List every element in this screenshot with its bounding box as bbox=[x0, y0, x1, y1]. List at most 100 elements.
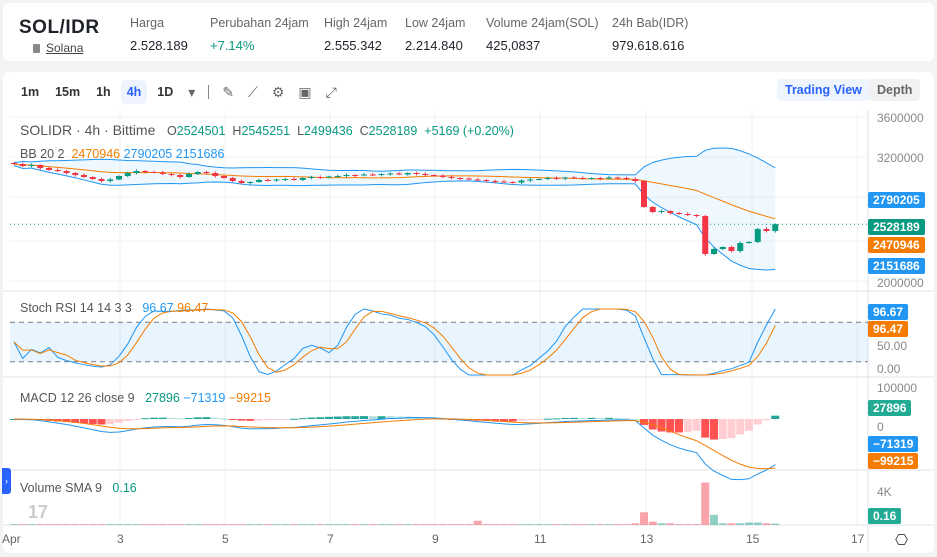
macd-histogram-bar bbox=[88, 419, 97, 424]
volume-bar bbox=[106, 524, 115, 525]
volume-bar bbox=[228, 524, 237, 525]
stoch-d-line bbox=[13, 308, 776, 376]
trading-view-button[interactable]: Trading View bbox=[777, 79, 870, 101]
macd-signal-tag: −99215 bbox=[868, 453, 919, 469]
macd-histogram-bar bbox=[255, 419, 263, 421]
volume-bar bbox=[237, 524, 246, 525]
price-tick: 3600000 bbox=[877, 111, 924, 125]
macd-histogram-bar bbox=[701, 419, 710, 438]
volume-bar bbox=[430, 524, 438, 525]
macd-histogram-bar bbox=[491, 419, 500, 422]
volume-bar bbox=[150, 524, 158, 525]
stat-label: Low 24jam bbox=[405, 16, 466, 30]
macd-histogram-bar bbox=[123, 419, 132, 421]
candle bbox=[282, 179, 289, 180]
volume-bar bbox=[27, 524, 36, 525]
indicators-icon[interactable]: ⟋ bbox=[248, 83, 258, 100]
candle bbox=[711, 249, 717, 254]
candle bbox=[212, 173, 219, 176]
macd-histogram-bar bbox=[517, 419, 526, 421]
candle bbox=[186, 174, 192, 177]
stat-price: Harga 2.528.189 bbox=[130, 16, 188, 53]
bb-upper-tag: 2790205 bbox=[868, 192, 925, 208]
interval-4h[interactable]: 4h bbox=[120, 80, 148, 104]
stoch-tick: 50.00 bbox=[877, 339, 908, 353]
candle bbox=[466, 178, 472, 180]
expand-sidebar-handle[interactable]: › bbox=[2, 468, 11, 494]
stoch-d: 96.47 bbox=[177, 301, 209, 315]
stoch-k-tag: 96.67 bbox=[868, 304, 909, 320]
bb-lower: 2151686 bbox=[175, 147, 225, 161]
candle bbox=[54, 170, 61, 171]
volume-bar bbox=[640, 512, 648, 525]
interval-1d[interactable]: 1D bbox=[157, 85, 174, 99]
macd-histogram-bar bbox=[115, 419, 123, 423]
stat-label: High 24jam bbox=[324, 16, 388, 30]
fullscreen-icon[interactable]: ⤢ bbox=[325, 83, 337, 100]
macd-histogram-bar bbox=[570, 417, 578, 419]
chart-settings-icon[interactable]: ⎔ bbox=[895, 532, 909, 549]
macd-histogram-bar bbox=[307, 417, 316, 419]
volume-bar bbox=[360, 524, 368, 525]
candle bbox=[614, 177, 621, 179]
candle bbox=[299, 178, 306, 180]
volume-bar bbox=[53, 524, 62, 525]
candle bbox=[553, 178, 560, 179]
candle bbox=[448, 177, 455, 178]
macd-histogram-bar bbox=[193, 417, 202, 419]
interval-15m[interactable]: 15m bbox=[55, 85, 81, 99]
macd-histogram-bar bbox=[106, 419, 115, 425]
interval-1h[interactable]: 1h bbox=[96, 85, 111, 99]
candle bbox=[28, 165, 35, 166]
candle bbox=[597, 178, 604, 179]
candle bbox=[291, 179, 297, 180]
macd-histogram-bar bbox=[220, 418, 228, 420]
candle bbox=[676, 213, 682, 214]
macd-histogram-bar bbox=[578, 417, 587, 419]
candle bbox=[11, 163, 17, 164]
volume-bar bbox=[675, 524, 683, 525]
volume-bar bbox=[613, 524, 622, 525]
candle bbox=[352, 175, 359, 176]
interval-1m[interactable]: 1m bbox=[21, 85, 40, 99]
macd-legend: MACD 12 26 close 9 27896 −71319 −99215 bbox=[20, 391, 271, 406]
volume-bar bbox=[736, 523, 745, 525]
coin-link[interactable]: Solana bbox=[33, 41, 83, 55]
draw-icon[interactable]: ✎ bbox=[222, 83, 235, 100]
macd-histogram-bar bbox=[587, 417, 596, 419]
volume-bar bbox=[71, 524, 80, 525]
volume-bar bbox=[692, 524, 701, 525]
depth-button[interactable]: Depth bbox=[869, 79, 921, 101]
volume-bar bbox=[666, 523, 675, 525]
macd-hist-tag: 27896 bbox=[868, 400, 912, 416]
macd-histogram-bar bbox=[158, 417, 167, 419]
open-value: 2524501 bbox=[176, 124, 226, 138]
tradingview-logo: 17 bbox=[28, 502, 49, 522]
stat-idr-volume: 24h Bab(IDR) 979.618.616 bbox=[612, 16, 688, 53]
candle bbox=[229, 178, 236, 181]
x-tick: 3 bbox=[117, 532, 124, 546]
candle bbox=[369, 174, 376, 176]
candle bbox=[667, 211, 674, 213]
bb-basis-line bbox=[13, 163, 776, 220]
gear-icon[interactable]: ⚙ bbox=[271, 83, 285, 100]
chart-toolbar: 1m 15m 1h 4h 1D ▾ ✎ ⟋ ⚙ ▣ ⤢ bbox=[15, 80, 342, 104]
macd-histogram-bar bbox=[263, 419, 272, 421]
volume-bar bbox=[762, 523, 771, 525]
candle bbox=[457, 178, 464, 179]
chevron-down-icon[interactable]: ▾ bbox=[188, 83, 196, 100]
save-icon[interactable]: ▣ bbox=[298, 83, 312, 100]
macd-histogram-bar bbox=[281, 419, 290, 420]
candle bbox=[19, 164, 26, 166]
macd-histogram-bar bbox=[666, 419, 675, 433]
macd-histogram-bar bbox=[543, 418, 552, 420]
divider bbox=[208, 85, 210, 99]
high-value: 2545251 bbox=[241, 124, 291, 138]
macd-histogram-bar bbox=[62, 419, 71, 423]
coin-name[interactable]: Solana bbox=[46, 41, 84, 55]
volume-bar bbox=[710, 514, 718, 525]
volume-bar bbox=[587, 524, 596, 525]
volume-bar bbox=[97, 524, 106, 525]
macd-histogram-bar bbox=[535, 419, 543, 420]
